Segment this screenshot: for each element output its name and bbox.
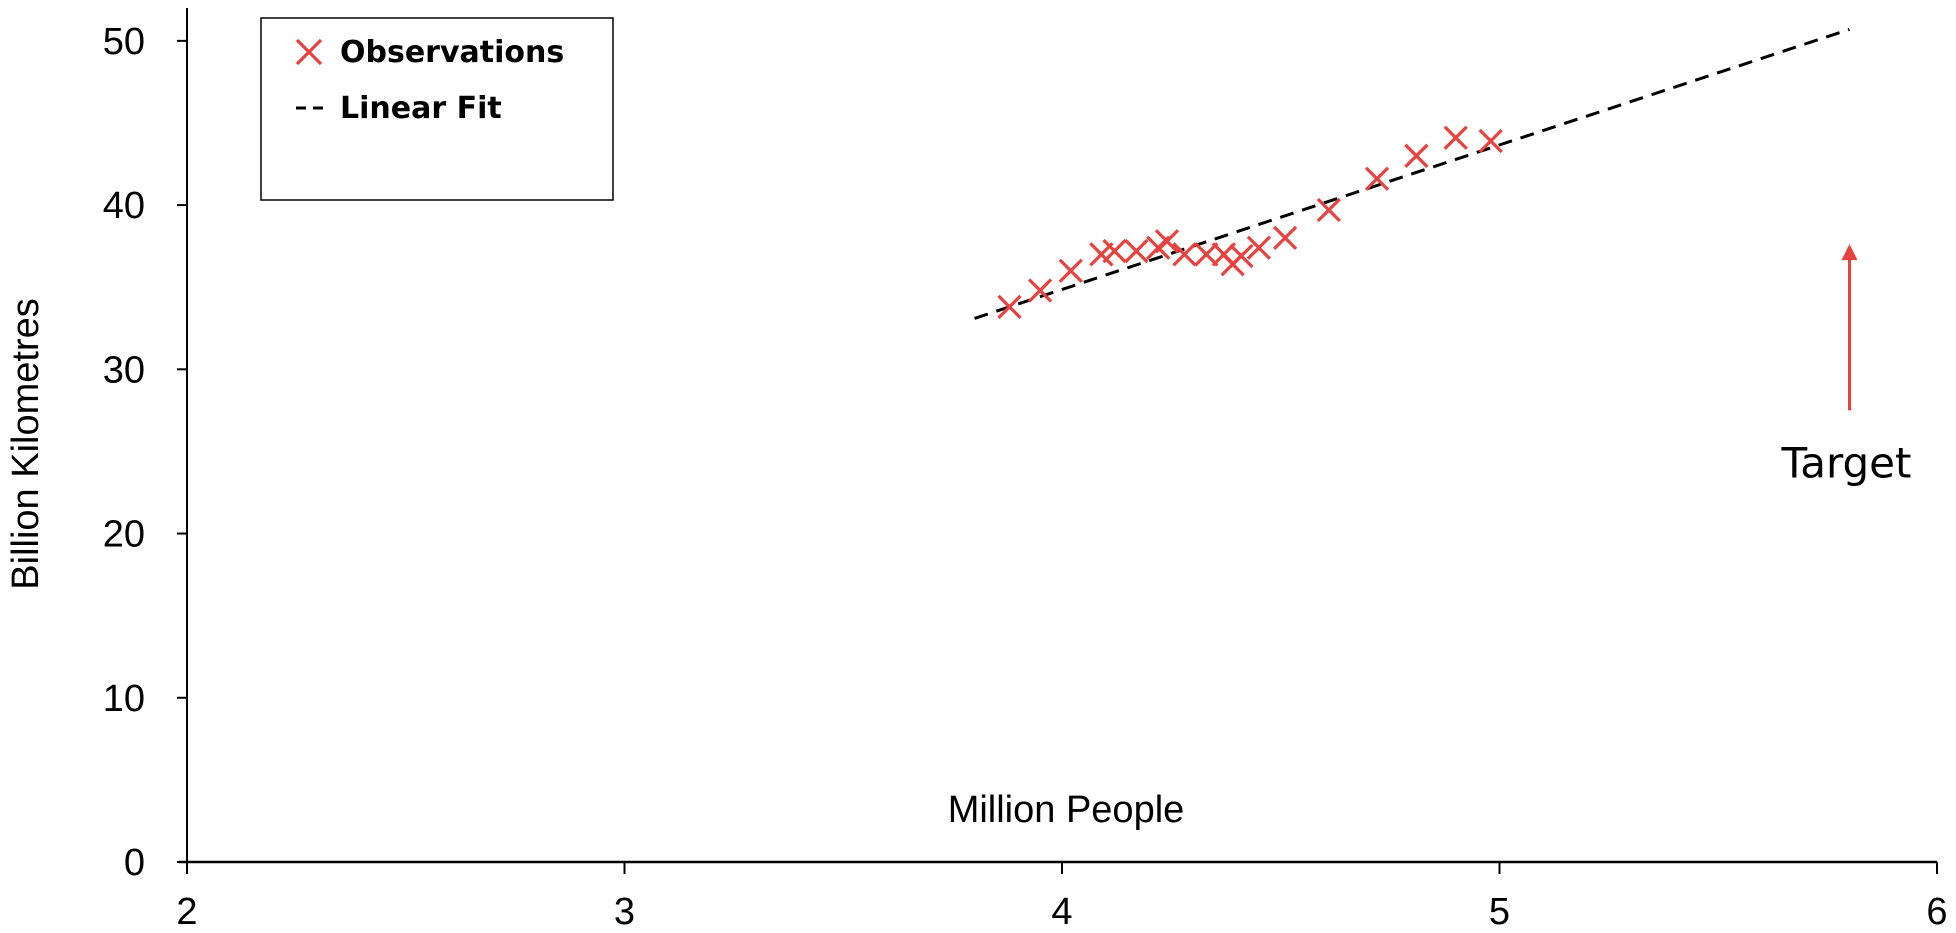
observation-point-stroke [1172, 242, 1197, 267]
observation-point [997, 294, 1022, 320]
annotation-layer: Target [1781, 244, 1912, 487]
observation-point-stroke [1478, 128, 1503, 154]
observation-point-stroke [1154, 229, 1180, 254]
x-tick-label: 3 [614, 891, 635, 933]
observation-point [1154, 229, 1180, 254]
observation-point-stroke [1443, 125, 1468, 150]
observation-point [1364, 166, 1390, 191]
observation-point [1124, 238, 1149, 264]
x-tick-label: 5 [1489, 891, 1510, 933]
observation-point [1316, 197, 1342, 223]
observation-point-stroke [1272, 225, 1298, 251]
observation-point-stroke [1027, 278, 1053, 303]
x-tick-label: 4 [1051, 891, 1072, 933]
y-tick-label: 20 [103, 514, 145, 556]
observation-point [1027, 278, 1053, 303]
observation-point [1058, 258, 1083, 283]
observation-point-stroke [1124, 238, 1149, 264]
observation-point [1246, 235, 1272, 260]
observation-point-stroke [1229, 243, 1254, 269]
axes: 0 10 20 30 40 50 2 3 4 5 6 [103, 8, 1948, 933]
x-axis-title: Million People [948, 789, 1185, 831]
legend: Observations Linear Fit [260, 17, 614, 201]
observation-point [1194, 242, 1219, 267]
observation-point-stroke [1194, 242, 1219, 267]
observation-point-stroke [1102, 238, 1127, 264]
observation-point-stroke [1404, 143, 1429, 168]
y-tick-label: 0 [124, 842, 145, 884]
y-tick-label: 30 [103, 349, 145, 391]
target-annotation-label: Target [1781, 438, 1912, 487]
legend-observations-marker-icon [295, 38, 323, 66]
y-tick-label: 50 [103, 21, 145, 63]
observation-point-stroke [1246, 235, 1272, 260]
observation-point [1443, 125, 1468, 150]
observation-point-stroke [1364, 166, 1390, 191]
observation-point-stroke [1058, 258, 1083, 283]
linear-fit-line [974, 27, 1850, 320]
observation-point-stroke [997, 294, 1022, 320]
observation-point [1102, 238, 1127, 264]
legend-label-observations: Observations [340, 35, 564, 70]
points-layer [997, 125, 1503, 320]
target-arrow-head-icon [1841, 244, 1858, 261]
observation-point [1172, 242, 1197, 267]
observation-point [1478, 128, 1503, 154]
observation-point [1272, 225, 1298, 251]
y-tick-label: 10 [103, 678, 145, 720]
x-tick-label: 6 [1926, 891, 1947, 933]
y-axis-title: Billion Kilometres [5, 298, 47, 589]
observation-point-stroke [1316, 197, 1342, 223]
legend-x-stroke [295, 38, 323, 66]
legend-label-linear-fit: Linear Fit [340, 91, 502, 126]
y-tick-label: 40 [103, 185, 145, 227]
observation-point [1404, 143, 1429, 168]
fit-layer [974, 27, 1850, 320]
observation-point [1229, 243, 1254, 269]
x-tick-label: 2 [176, 891, 197, 933]
